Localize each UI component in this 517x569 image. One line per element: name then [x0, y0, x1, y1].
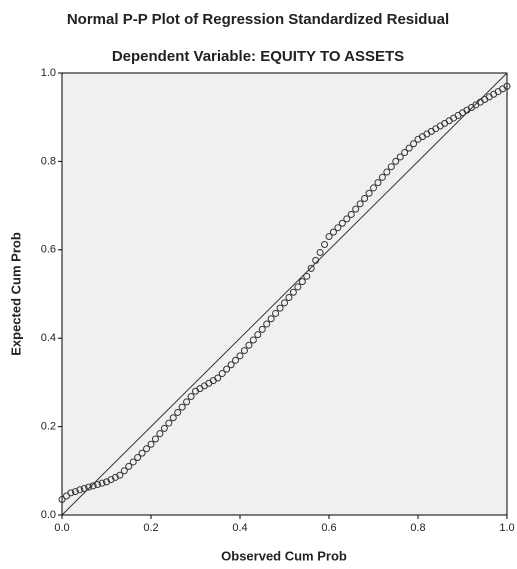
- point: [160, 424, 168, 432]
- point: [267, 315, 275, 323]
- y-tick-label: 0.0: [41, 509, 56, 521]
- point: [67, 489, 75, 497]
- point: [365, 189, 373, 197]
- point: [294, 283, 302, 291]
- point: [134, 454, 142, 462]
- point: [120, 467, 128, 475]
- point: [129, 458, 137, 466]
- point: [240, 347, 248, 355]
- point: [383, 168, 391, 176]
- point: [98, 479, 106, 487]
- point: [249, 336, 257, 344]
- x-tick-label: 1.0: [499, 522, 514, 534]
- point: [218, 370, 226, 378]
- point: [352, 205, 360, 213]
- point: [338, 219, 346, 227]
- x-tick-label: 0.0: [54, 522, 69, 534]
- x-tick-label: 0.2: [143, 522, 158, 534]
- point: [85, 483, 93, 491]
- chart-subtitle: Dependent Variable: EQUITY TO ASSETS: [112, 48, 404, 65]
- y-tick-label: 0.6: [41, 244, 56, 256]
- point: [281, 299, 288, 307]
- point: [169, 414, 177, 422]
- point: [94, 481, 102, 489]
- point: [321, 240, 329, 248]
- x-axis-label: Observed Cum Prob: [221, 548, 347, 563]
- point: [334, 224, 342, 232]
- x-tick-label: 0.4: [232, 522, 247, 534]
- point: [316, 248, 324, 256]
- point: [58, 496, 66, 504]
- point: [89, 482, 97, 490]
- point: [401, 149, 409, 157]
- point: [392, 157, 400, 165]
- point: [405, 144, 413, 152]
- point: [245, 341, 253, 349]
- point: [178, 403, 186, 411]
- point: [254, 331, 262, 339]
- point: [347, 210, 355, 218]
- point: [116, 471, 124, 479]
- reference-line: [61, 72, 508, 516]
- point: [165, 419, 173, 427]
- point: [378, 173, 386, 181]
- chart-title: Normal P-P Plot of Regression Standardiz…: [67, 11, 449, 28]
- point: [298, 278, 306, 286]
- point: [343, 215, 351, 223]
- point: [329, 228, 337, 236]
- point: [71, 488, 79, 496]
- x-tick-label: 0.6: [321, 522, 336, 534]
- point: [503, 82, 511, 90]
- point: [156, 430, 164, 438]
- point: [396, 153, 404, 161]
- point: [138, 449, 146, 457]
- point: [147, 440, 155, 448]
- point: [387, 163, 395, 171]
- y-tick-label: 0.8: [41, 155, 56, 167]
- y-tick-label: 0.2: [41, 421, 56, 433]
- point: [227, 361, 235, 369]
- x-tick-label: 0.8: [410, 522, 425, 534]
- point: [374, 179, 382, 187]
- point: [258, 325, 266, 333]
- point: [263, 320, 271, 328]
- point: [125, 462, 133, 470]
- point: [356, 200, 364, 208]
- point: [174, 408, 182, 416]
- point: [151, 435, 159, 443]
- point: [143, 445, 151, 453]
- point: [76, 486, 84, 494]
- point: [325, 233, 333, 241]
- point: [272, 309, 280, 317]
- point: [410, 140, 418, 148]
- y-axis-label: Expected Cum Prob: [8, 232, 23, 356]
- point: [312, 256, 320, 264]
- point: [370, 184, 377, 192]
- y-tick-label: 0.4: [41, 332, 56, 344]
- point: [214, 374, 222, 382]
- point: [285, 294, 293, 302]
- point: [183, 398, 191, 406]
- point: [232, 356, 240, 364]
- y-tick-label: 1.0: [41, 67, 56, 79]
- point: [307, 264, 315, 272]
- point: [289, 288, 297, 296]
- point: [236, 352, 244, 360]
- point: [303, 272, 311, 280]
- point: [187, 393, 195, 401]
- point: [361, 195, 369, 203]
- point: [80, 484, 88, 492]
- point: [223, 365, 231, 373]
- point: [276, 304, 284, 312]
